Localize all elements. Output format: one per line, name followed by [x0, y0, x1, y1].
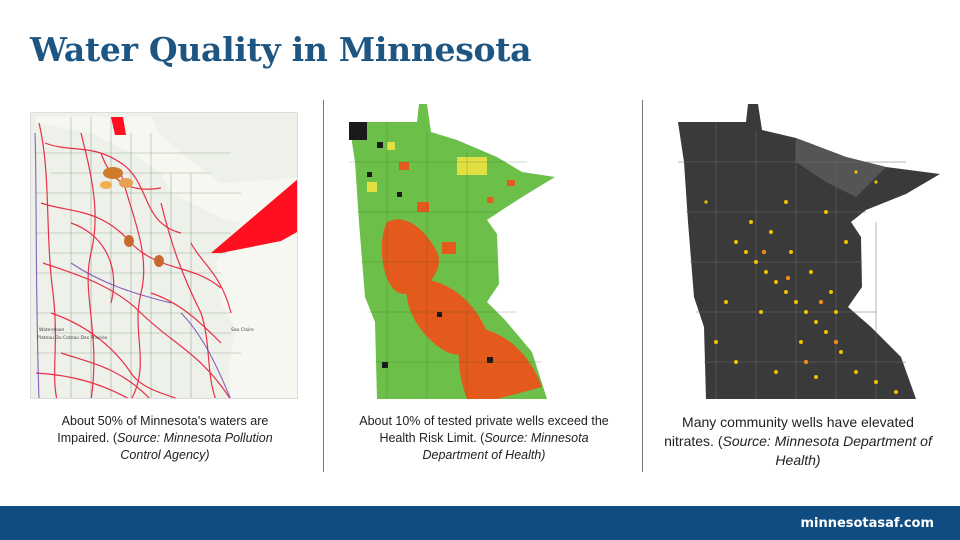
caption-text: Many community wells have elevated nitra…: [664, 414, 914, 449]
footer-url[interactable]: minnesotasaf.com: [800, 516, 934, 531]
map1-label-c: Sao Claire: [231, 327, 254, 333]
map1-label-b: Plateau Du Coteau Des Prairies: [37, 335, 108, 341]
caption-text: About 10% of tested private wells exceed…: [359, 414, 609, 445]
caption-text: About 50% of Minnesota's waters are Impa…: [57, 414, 269, 445]
caption-impaired-waters: About 50% of Minnesota's waters are Impa…: [38, 413, 292, 464]
caption-source: Source: Minnesota Department of Health): [422, 430, 589, 462]
private-wells-map: [347, 102, 555, 399]
caption-source: Source: Minnesota Department of Health): [722, 432, 932, 468]
panel-divider-right: [642, 100, 643, 472]
page-title: Water Quality in Minnesota: [30, 30, 532, 69]
panel-divider-left: [323, 100, 324, 472]
footer-bar: minnesotasaf.com: [0, 506, 960, 540]
caption-source: Source: Minnesota Pollution Control Agen…: [117, 430, 273, 462]
community-wells-map: [676, 102, 940, 399]
map1-label-a: Waterdown: [39, 327, 65, 333]
impaired-waters-map: Waterdown Plateau Du Coteau Des Prairies…: [30, 112, 298, 399]
caption-community-wells: Many community wells have elevated nitra…: [662, 413, 934, 470]
caption-private-wells: About 10% of tested private wells exceed…: [352, 413, 616, 464]
